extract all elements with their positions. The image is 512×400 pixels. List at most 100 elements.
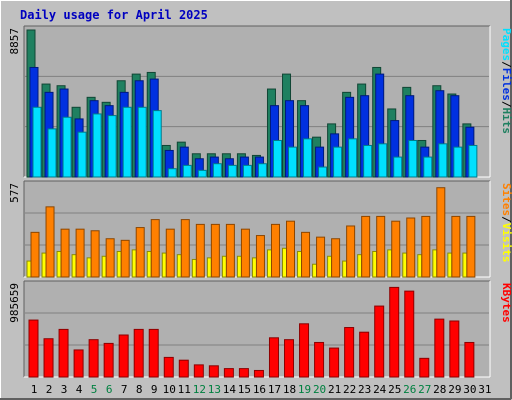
x-tick-label: 24 — [373, 383, 387, 396]
bar-pages-day-19 — [303, 138, 313, 178]
visits-sites-legend: Sites/Visits — [500, 183, 512, 263]
visits-sites-ytick-max: 577 — [8, 183, 21, 203]
bar-visits-day-30 — [462, 252, 468, 278]
bar-kbytes-day-7 — [118, 334, 129, 378]
x-tick-label: 22 — [343, 383, 356, 396]
bar-pages-day-4 — [77, 131, 87, 178]
bar-sites-day-29 — [451, 215, 461, 278]
bar-sites-day-30 — [466, 215, 476, 278]
bar-sites-day-7 — [120, 239, 130, 278]
x-tick-label: 19 — [298, 383, 311, 396]
x-tick-label: 18 — [283, 383, 296, 396]
legend-entry: Files — [500, 68, 512, 101]
bar-kbytes-day-22 — [344, 327, 355, 378]
bar-kbytes-day-12 — [193, 364, 204, 378]
bar-pages-day-1 — [32, 106, 42, 178]
bar-sites-day-4 — [75, 228, 85, 278]
bar-visits-day-13 — [206, 257, 212, 278]
kbytes-panel: 985659 KBytes — [8, 280, 512, 378]
x-tick-label: 11 — [178, 383, 191, 396]
x-tick-label: 1 — [31, 383, 38, 396]
bar-visits-day-20 — [312, 263, 318, 278]
bar-sites-day-20 — [316, 236, 326, 278]
bar-pages-day-13 — [212, 163, 222, 178]
bar-sites-day-6 — [105, 238, 115, 278]
bar-visits-day-28 — [432, 249, 438, 278]
x-tick-label: 28 — [433, 383, 446, 396]
bar-sites-day-12 — [195, 223, 205, 278]
bar-visits-day-8 — [131, 249, 137, 278]
bar-kbytes-day-5 — [88, 339, 99, 378]
bar-kbytes-day-19 — [299, 323, 310, 378]
bar-sites-day-9 — [150, 219, 160, 278]
bar-kbytes-day-10 — [163, 356, 174, 378]
bar-sites-day-27 — [421, 215, 431, 278]
x-tick-label: 27 — [418, 383, 431, 396]
bar-sites-day-26 — [406, 217, 416, 278]
bar-kbytes-day-1 — [28, 319, 39, 378]
bar-kbytes-day-14 — [223, 368, 234, 378]
bar-visits-day-26 — [402, 252, 408, 278]
x-tick-label: 15 — [238, 383, 251, 396]
x-tick-label: 9 — [151, 383, 158, 396]
bar-visits-day-3 — [56, 250, 62, 278]
bar-sites-day-21 — [331, 238, 341, 278]
bar-kbytes-day-26 — [404, 290, 415, 378]
bar-pages-day-23 — [363, 144, 373, 178]
bar-sites-day-18 — [286, 220, 296, 278]
kbytes-legend: KBytes — [500, 283, 512, 323]
x-tick-label: 23 — [358, 383, 371, 396]
bar-kbytes-day-9 — [148, 328, 159, 378]
bar-visits-day-16 — [251, 257, 257, 278]
bar-kbytes-day-21 — [329, 347, 340, 378]
bar-visits-day-27 — [417, 254, 423, 278]
bar-kbytes-day-30 — [464, 341, 475, 378]
x-tick-label: 13 — [208, 383, 221, 396]
bar-visits-day-24 — [372, 250, 378, 278]
bar-sites-day-25 — [391, 220, 401, 278]
bar-pages-day-14 — [227, 164, 237, 178]
bar-kbytes-day-3 — [58, 328, 69, 378]
x-tick-label: 25 — [388, 383, 401, 396]
bar-sites-day-8 — [135, 227, 145, 278]
bar-pages-day-18 — [288, 146, 298, 178]
bar-pages-day-26 — [408, 139, 418, 178]
bar-sites-day-10 — [165, 228, 175, 278]
bar-sites-day-28 — [436, 187, 446, 278]
x-tick-label: 2 — [46, 383, 53, 396]
bar-pages-day-6 — [107, 115, 117, 178]
bar-kbytes-day-27 — [419, 357, 430, 378]
bar-pages-day-12 — [197, 169, 207, 178]
bar-visits-day-7 — [116, 250, 122, 278]
hits-files-pages-panel: 8857 Pages/Files/Hits — [8, 25, 512, 178]
legend-entry: Sites — [500, 183, 512, 216]
bar-kbytes-day-28 — [434, 318, 445, 378]
bar-visits-day-2 — [41, 252, 47, 278]
bar-pages-day-25 — [393, 156, 403, 178]
bar-kbytes-day-15 — [238, 368, 249, 378]
bar-kbytes-day-23 — [359, 331, 370, 378]
bar-visits-day-9 — [146, 250, 152, 278]
bar-visits-day-17 — [266, 249, 272, 278]
bar-sites-day-19 — [301, 231, 311, 278]
bar-sites-day-17 — [270, 223, 280, 278]
bar-pages-day-3 — [62, 116, 72, 178]
bar-pages-day-30 — [468, 144, 478, 178]
bar-visits-day-4 — [71, 254, 77, 278]
legend-entry: Hits — [500, 108, 512, 135]
x-tick-label: 17 — [268, 383, 281, 396]
bar-pages-day-20 — [318, 166, 328, 178]
x-tick-label: 4 — [76, 383, 83, 396]
x-tick-label: 7 — [121, 383, 128, 396]
x-tick-label: 26 — [403, 383, 416, 396]
bar-pages-day-27 — [423, 156, 433, 178]
bar-sites-day-5 — [90, 230, 100, 278]
bar-sites-day-24 — [376, 215, 386, 278]
x-tick-label: 12 — [193, 383, 206, 396]
x-tick-label: 6 — [106, 383, 113, 396]
visits-sites-panel: 577 Sites/Visits — [8, 180, 512, 278]
bar-visits-day-25 — [387, 249, 393, 278]
bar-pages-day-29 — [453, 146, 463, 178]
bar-visits-day-21 — [327, 255, 333, 278]
